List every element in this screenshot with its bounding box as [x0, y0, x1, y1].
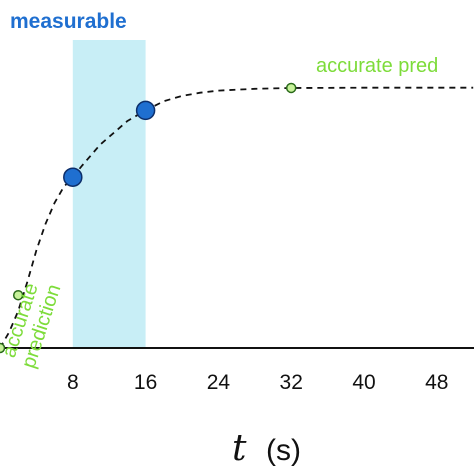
- model-curve: [0, 86, 474, 349]
- x-tick-label-32: 32: [280, 371, 303, 394]
- measurable-band: [72, 40, 146, 348]
- predicted-point-1: [12, 289, 24, 301]
- predicted-point-0: [0, 342, 6, 354]
- x-tick-label-40: 40: [352, 371, 375, 394]
- x-axis-variable: t: [232, 428, 247, 469]
- x-axis-unit: (s): [266, 434, 301, 467]
- annotation-accurate-pred: accurate pred: [316, 55, 438, 77]
- x-axis-label: t (s): [232, 428, 301, 469]
- x-axis: 8 16 24 32 40 48: [0, 347, 474, 394]
- x-tick-label-8: 8: [67, 371, 79, 394]
- x-tick-label-48: 48: [425, 371, 448, 394]
- x-tick-label-24: 24: [207, 371, 231, 394]
- measured-point-1: [135, 100, 156, 121]
- predicted-point-2: [285, 82, 297, 94]
- measured-point-0: [63, 167, 83, 187]
- measurable-band-label: measurable: [10, 10, 127, 33]
- annotation-accurate-prediction: accurate prediction: [0, 275, 65, 371]
- x-tick-label-16: 16: [134, 371, 157, 394]
- data-points: [0, 82, 297, 354]
